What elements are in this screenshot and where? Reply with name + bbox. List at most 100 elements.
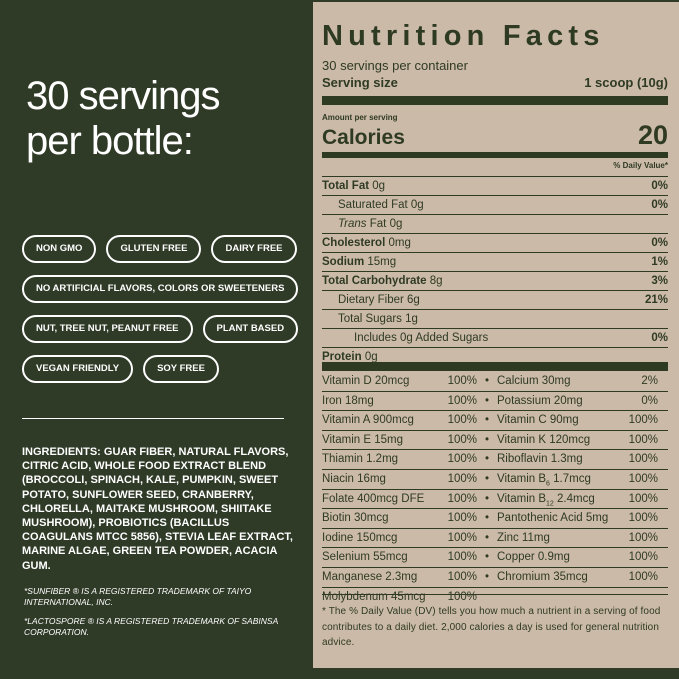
badge-row: NO ARTIFICIAL FLAVORS, COLORS OR SWEETEN…	[22, 275, 302, 315]
vitamin-row: Thiamin 1.2mg 100% • Riboflavin 1.3mg 100%	[322, 449, 668, 469]
vitamin-label: Pantothenic Acid 5mg	[497, 512, 609, 525]
nutrient-amount: 1g	[405, 313, 418, 325]
dv-header: % Daily Value*	[613, 161, 668, 170]
vitamin-label: Vitamin E 15mg	[322, 433, 403, 446]
vitamin-name: Vitamin C 90mg	[497, 411, 579, 430]
vitamin-row: Folate 400mcg DFE 100% • Vitamin B12 2.4mcg…	[322, 488, 668, 509]
vitamin-sub: 12	[546, 499, 554, 507]
badge-row: NUT, TREE NUT, PEANUT FREE PLANT BASED	[22, 315, 302, 355]
nutrient-label: Total Carbohydrate	[322, 275, 427, 287]
vitamin-row: Selenium 55mcg 100% • Copper 0.9mg 100%	[322, 547, 668, 567]
vitamin-dv: 100%	[447, 570, 477, 583]
vitamin: Iodine 150mcg 100%	[322, 529, 477, 548]
servings: 30 servings per container	[322, 58, 468, 73]
vitamin-dv: 0%	[641, 394, 658, 407]
nutrient: Trans Fat 0g	[322, 215, 402, 233]
vitamin-row: Iodine 150mcg 100% • Zinc 11mg 100%	[322, 527, 668, 548]
vitamin: Vitamin D 20mcg 100%	[322, 372, 477, 391]
badges: NON GMO GLUTEN FREE DAIRY FREE NO ARTIFICIA…	[22, 235, 302, 395]
nutrient-amount: 15mg	[367, 256, 397, 268]
vitamin: Vitamin B12 2.4mcg 100%	[497, 490, 658, 509]
thick-bar	[322, 362, 668, 371]
vitamin-dv: 100%	[447, 433, 477, 446]
nutrient-row: Protein 0g	[322, 347, 668, 366]
vitamin-name: Riboflavin 1.3mg	[497, 450, 583, 469]
vitamin: Niacin 16mg 100%	[322, 470, 477, 489]
vitamin-label: Vitamin B	[497, 492, 547, 505]
vitamin: Vitamin A 900mcg 100%	[322, 411, 477, 430]
nutrient: Dietary Fiber 6g	[322, 291, 420, 309]
vitamin-dv: 100%	[447, 531, 477, 544]
serving-size: 1 scoop (10g)	[584, 75, 668, 90]
vitamin-dv: 100%	[447, 472, 477, 485]
vitamin-dv: 100%	[447, 375, 477, 387]
vitamin-dv: 100%	[447, 551, 477, 564]
vitamin-name: Copper 0.9mg	[497, 548, 570, 567]
vitamin-label: Manganese 2.3mg	[322, 570, 418, 583]
bullet: •	[484, 394, 490, 407]
nutrient: Sodium 15mg	[322, 253, 396, 271]
vitamin-sub: 6	[546, 480, 550, 488]
nutrient-italic: Trans	[338, 218, 367, 230]
vitamin-name: Vitamin B12 2.4mcg	[497, 490, 595, 509]
vitamin: Vitamin B6 1.7mcg 100%	[497, 470, 658, 489]
vitamin: Potassium 20mg 0%	[497, 392, 658, 411]
nutrient-dv: 0%	[651, 332, 668, 344]
nutrition-panel: Nutrition Facts 30 servings per containe…	[313, 2, 679, 668]
vitamin: Pantothenic Acid 5mg 100%	[497, 509, 658, 528]
vitamin-name: Thiamin 1.2mg	[322, 450, 398, 469]
vitamin-label: Vitamin D 20mcg	[322, 375, 410, 387]
thick-bar	[322, 96, 668, 105]
vitamin: Riboflavin 1.3mg 100%	[497, 450, 658, 469]
bullet: •	[484, 531, 490, 544]
vitamin-label: Selenium 55mcg	[322, 551, 408, 564]
bullet: •	[484, 472, 490, 485]
vitamin-label: Biotin 30mcg	[322, 512, 389, 525]
bullet: •	[484, 375, 490, 387]
vitamin-name: Vitamin K 120mcg	[497, 431, 590, 450]
badge: NO ARTIFICIAL FLAVORS, COLORS OR SWEETEN…	[22, 275, 299, 303]
vitamin-label: Chromium 35mcg	[497, 570, 588, 583]
vitamin-label: Niacin 16mg	[322, 472, 386, 485]
bullet: •	[484, 512, 490, 525]
vitamin-dv: 100%	[628, 433, 658, 446]
vitamin: Chromium 35mcg 100%	[497, 568, 658, 587]
nutrient: Saturated Fat 0g	[322, 196, 424, 214]
vitamin-name: Niacin 16mg	[322, 470, 386, 489]
footnote: * The % Daily Value (DV) tells you how m…	[322, 606, 661, 648]
calories-label: Calories	[322, 126, 405, 149]
nutrient-row: Sodium 15mg 1%	[322, 252, 668, 271]
bullet: •	[484, 453, 490, 466]
vitamin-name: Zinc 11mg	[497, 529, 550, 548]
nutrient-label: Cholesterol	[322, 237, 386, 249]
vitamin-name: Pantothenic Acid 5mg	[497, 509, 608, 528]
badge: GLUTEN FREE	[106, 235, 202, 263]
vitamin-label: Thiamin 1.2mg	[322, 453, 399, 466]
nutrient-row: Total Fat 0g 0%	[322, 176, 668, 195]
nutrient: Total Fat 0g	[322, 177, 385, 195]
vitamin-amount: 2.4mcg	[557, 492, 595, 505]
vitamin-label: Potassium 20mg	[497, 394, 583, 407]
nutrient-label: Sodium	[322, 256, 365, 268]
badge: NUT, TREE NUT, PEANUT FREE	[22, 315, 193, 343]
nutrient-label: Total Fat	[322, 180, 370, 192]
badge: NON GMO	[22, 235, 97, 263]
note: *LACTOSPORE ® IS A REGISTERED TRADEMARK …	[24, 616, 278, 637]
vitamin-name: Folate 400mcg DFE	[322, 490, 424, 509]
vitamin-label: Calcium 30mg	[497, 375, 571, 387]
vitamin-name: Selenium 55mcg	[322, 548, 408, 567]
nutrient-amount: 0g	[410, 199, 424, 211]
vitamin-name: Vitamin E 15mg	[322, 431, 403, 450]
vitamin-label: Zinc 11mg	[497, 531, 550, 544]
vitamin: Biotin 30mcg 100%	[322, 509, 477, 528]
nutrition-title: Nutrition Facts	[322, 20, 605, 52]
vitamin-row: Vitamin A 900mcg 100% • Vitamin C 90mg 100%	[322, 410, 668, 430]
vitamin: Zinc 11mg 100%	[497, 529, 658, 548]
badge-row: NON GMO GLUTEN FREE DAIRY FREE	[22, 235, 302, 275]
nutrient-dv: 21%	[644, 294, 668, 306]
vitamin-name: Molybdenum 45mcg	[322, 588, 426, 607]
vitamin-name: Vitamin B6 1.7mcg	[497, 470, 591, 489]
vitamin-name: Calcium 30mg	[497, 372, 571, 391]
nutrient-row: Trans Fat 0g	[322, 214, 668, 233]
vitamin-label: Iodine 150mcg	[322, 531, 398, 544]
